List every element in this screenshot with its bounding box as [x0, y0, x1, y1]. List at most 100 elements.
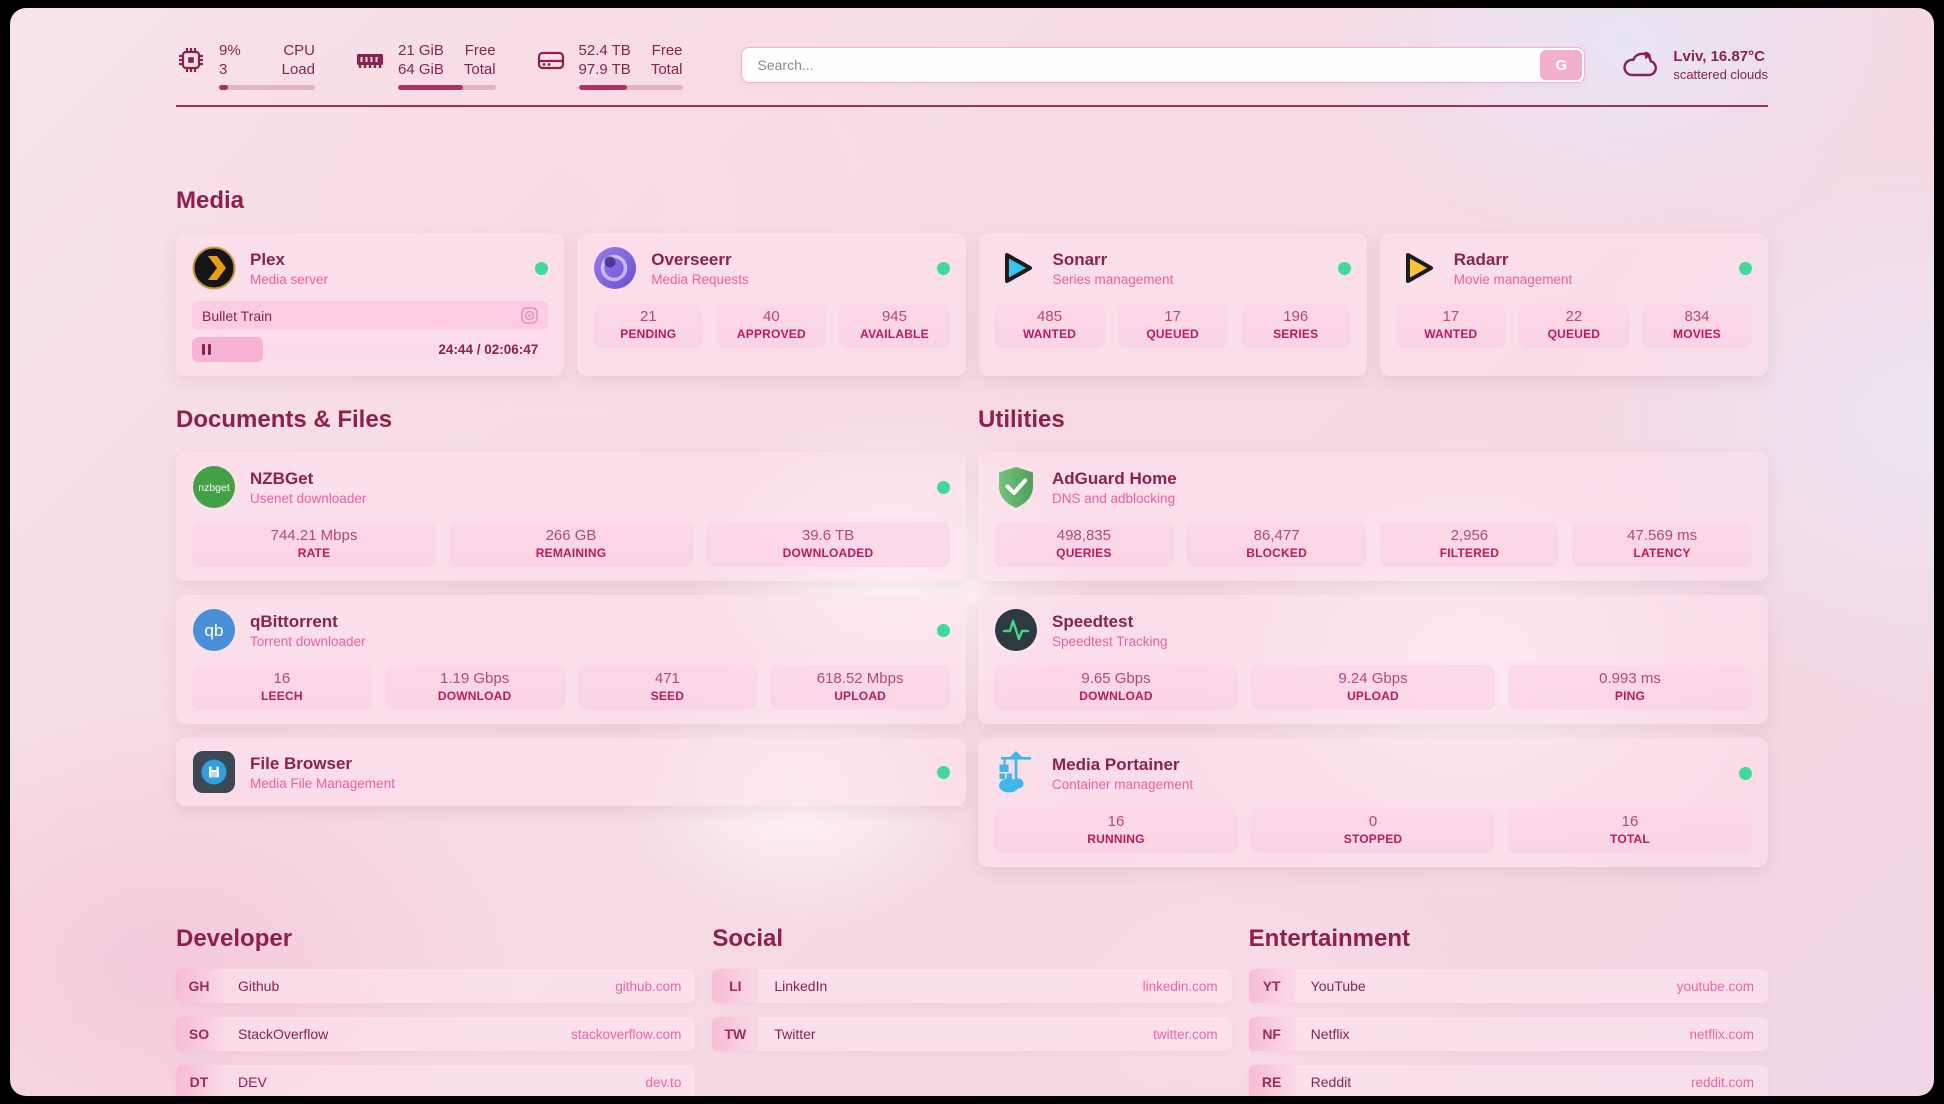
app-card-radarr[interactable]: Radarr Movie management 17 WANTED 22 QUE… [1379, 233, 1768, 376]
app-card-overseerr[interactable]: Overseerr Media Requests 21 PENDING 40 A… [577, 233, 966, 376]
sonarr-icon [1004, 253, 1032, 283]
bookmark-netflix[interactable]: NF Netflix netflix.com [1248, 1017, 1768, 1051]
bookmark-dev[interactable]: DT DEV dev.to [176, 1065, 696, 1096]
app-description: Speedtest Tracking [1052, 633, 1168, 649]
memory-progress-bar [398, 84, 496, 90]
status-dot [937, 765, 950, 779]
app-card-speedtest[interactable]: Speedtest Speedtest Tracking 9.65 Gbps D… [978, 595, 1768, 724]
app-name: NZBGet [250, 469, 314, 489]
bookmark-url: github.com [615, 978, 682, 994]
playback-progress-bar: 24:44 / 02:06:47 [192, 337, 549, 362]
bookmark-name: Twitter [774, 1026, 816, 1042]
app-name: File Browser [250, 754, 353, 774]
bookmark-name: Netflix [1310, 1026, 1350, 1042]
app-description: Media Requests [651, 271, 749, 287]
stat-tile: 2,956 FILTERED [1379, 522, 1560, 567]
status-dot [535, 261, 549, 275]
bookmark-name: YouTube [1310, 978, 1366, 994]
bookmark-name: DEV [238, 1074, 267, 1090]
stat-tile: 618.52 Mbps UPLOAD [770, 665, 950, 710]
bookmark-abbr: TW [712, 1017, 759, 1051]
status-dot [1337, 261, 1351, 275]
app-card-adguard[interactable]: AdGuard Home DNS and adblocking 498,835 … [978, 452, 1768, 581]
stat-tile: 266 GB REMAINING [449, 522, 693, 567]
section-title-developer: Developer [176, 925, 293, 952]
bookmark-url: reddit.com [1690, 1074, 1754, 1090]
bookmark-reddit[interactable]: RE Reddit reddit.com [1248, 1065, 1768, 1096]
app-card-nzbget[interactable]: nzbget NZBGet Usenet downloader 744.21 M… [176, 452, 966, 581]
disk-free-value: 52.4 TB [578, 41, 631, 59]
stat-tile: 22 QUEUED [1518, 303, 1629, 348]
stat-tile: 945 AVAILABLE [839, 303, 950, 348]
cpu-load-value: 3 [219, 61, 228, 78]
qbittorrent-icon: qb [193, 609, 235, 651]
bookmarks-social: Social LI LinkedIn linkedin.com TW Twitt… [712, 925, 1232, 1096]
dashboard: 9% CPU 3 Load [10, 8, 1934, 1096]
cpu-load-label: Load [281, 61, 315, 78]
pause-icon [202, 344, 211, 355]
app-name: Radarr [1453, 250, 1509, 270]
bookmark-linkedin[interactable]: LI LinkedIn linkedin.com [712, 969, 1232, 1003]
plex-icon [192, 246, 236, 290]
search-engine-button[interactable]: G [1540, 50, 1583, 80]
app-name: Sonarr [1052, 250, 1108, 270]
app-card-portainer[interactable]: Media Portainer Container management 16 … [978, 738, 1768, 867]
bookmark-github[interactable]: GH Github github.com [176, 969, 696, 1003]
stat-tile: 16 RUNNING [994, 808, 1238, 853]
bookmark-url: youtube.com [1676, 978, 1754, 994]
stat-tile: 498,835 QUERIES [994, 522, 1174, 567]
stat-tile: 21 PENDING [593, 303, 704, 348]
app-name: AdGuard Home [1052, 469, 1177, 489]
bookmarks-developer: Developer GH Github github.com SO StackO… [176, 925, 696, 1096]
status-dot [937, 480, 950, 494]
app-name: Plex [250, 250, 285, 270]
section-title-social: Social [712, 925, 784, 952]
hard-drive-icon [537, 51, 564, 69]
playback-time: 24:44 / 02:06:47 [438, 342, 539, 357]
stat-tile: 40 APPROVED [716, 303, 827, 348]
app-card-sonarr[interactable]: Sonarr Series management 485 WANTED 17 Q… [978, 233, 1367, 376]
memory-stats: 21 GiB Free 64 GiB Total [355, 41, 496, 90]
bookmark-url: linkedin.com [1142, 978, 1218, 994]
cpu-progress-bar [219, 84, 315, 90]
stat-tile: 9.24 Gbps UPLOAD [1251, 665, 1495, 710]
documents-column: Documents & Files nzbget NZBGet Usenet d… [176, 406, 966, 867]
memory-total-value: 64 GiB [398, 61, 444, 78]
disk-stats: 52.4 TB Free 97.9 TB Total [536, 41, 683, 90]
bookmark-stackoverflow[interactable]: SO StackOverflow stackoverflow.com [176, 1017, 696, 1051]
radarr-icon [1405, 253, 1433, 283]
status-dot [1739, 261, 1752, 275]
bookmarks-entertainment: Entertainment YT YouTube youtube.com NF … [1248, 925, 1768, 1096]
status-dot [937, 623, 950, 637]
stat-tile: 0.993 ms PING [1508, 665, 1752, 710]
header-divider [176, 105, 1768, 107]
bookmark-name: StackOverflow [238, 1026, 329, 1042]
svg-text:nzbget: nzbget [198, 482, 230, 494]
bookmark-twitter[interactable]: TW Twitter twitter.com [712, 1017, 1232, 1051]
app-description: Series management [1052, 271, 1174, 287]
disk-free-label: Free [651, 41, 683, 59]
speedtest-icon [995, 609, 1037, 651]
nzbget-icon: nzbget [193, 466, 235, 508]
app-card-filebrowser[interactable]: File Browser Media File Management [176, 738, 966, 806]
bookmark-abbr: LI [712, 969, 759, 1003]
bookmark-youtube[interactable]: YT YouTube youtube.com [1248, 969, 1768, 1003]
bookmark-abbr: GH [176, 969, 222, 1003]
weather-widget[interactable]: Lviv, 16.87°C scattered clouds [1621, 48, 1768, 82]
media-cards-row: Plex Media server Bullet Train [176, 233, 1768, 376]
cpu-stats: 9% CPU 3 Load [176, 41, 315, 90]
search-input[interactable] [741, 57, 1541, 73]
app-card-plex[interactable]: Plex Media server Bullet Train [176, 233, 565, 376]
stat-tile: 471 SEED [577, 665, 758, 710]
disk-total-label: Total [650, 61, 683, 78]
bookmark-name: Reddit [1310, 1074, 1352, 1090]
cpu-usage-value: 9% [219, 41, 241, 59]
app-card-qbittorrent[interactable]: qb qBittorrent Torrent downloader 16 LEE… [176, 595, 966, 724]
section-title-entertainment: Entertainment [1248, 925, 1411, 952]
bookmark-abbr: YT [1248, 969, 1295, 1003]
stat-tile: 86,477 BLOCKED [1186, 522, 1367, 567]
app-description: DNS and adblocking [1052, 490, 1176, 506]
utilities-column: Utilities AdGuard Home DNS [978, 406, 1768, 867]
bookmark-abbr: SO [176, 1017, 222, 1051]
ram-icon [357, 53, 383, 68]
